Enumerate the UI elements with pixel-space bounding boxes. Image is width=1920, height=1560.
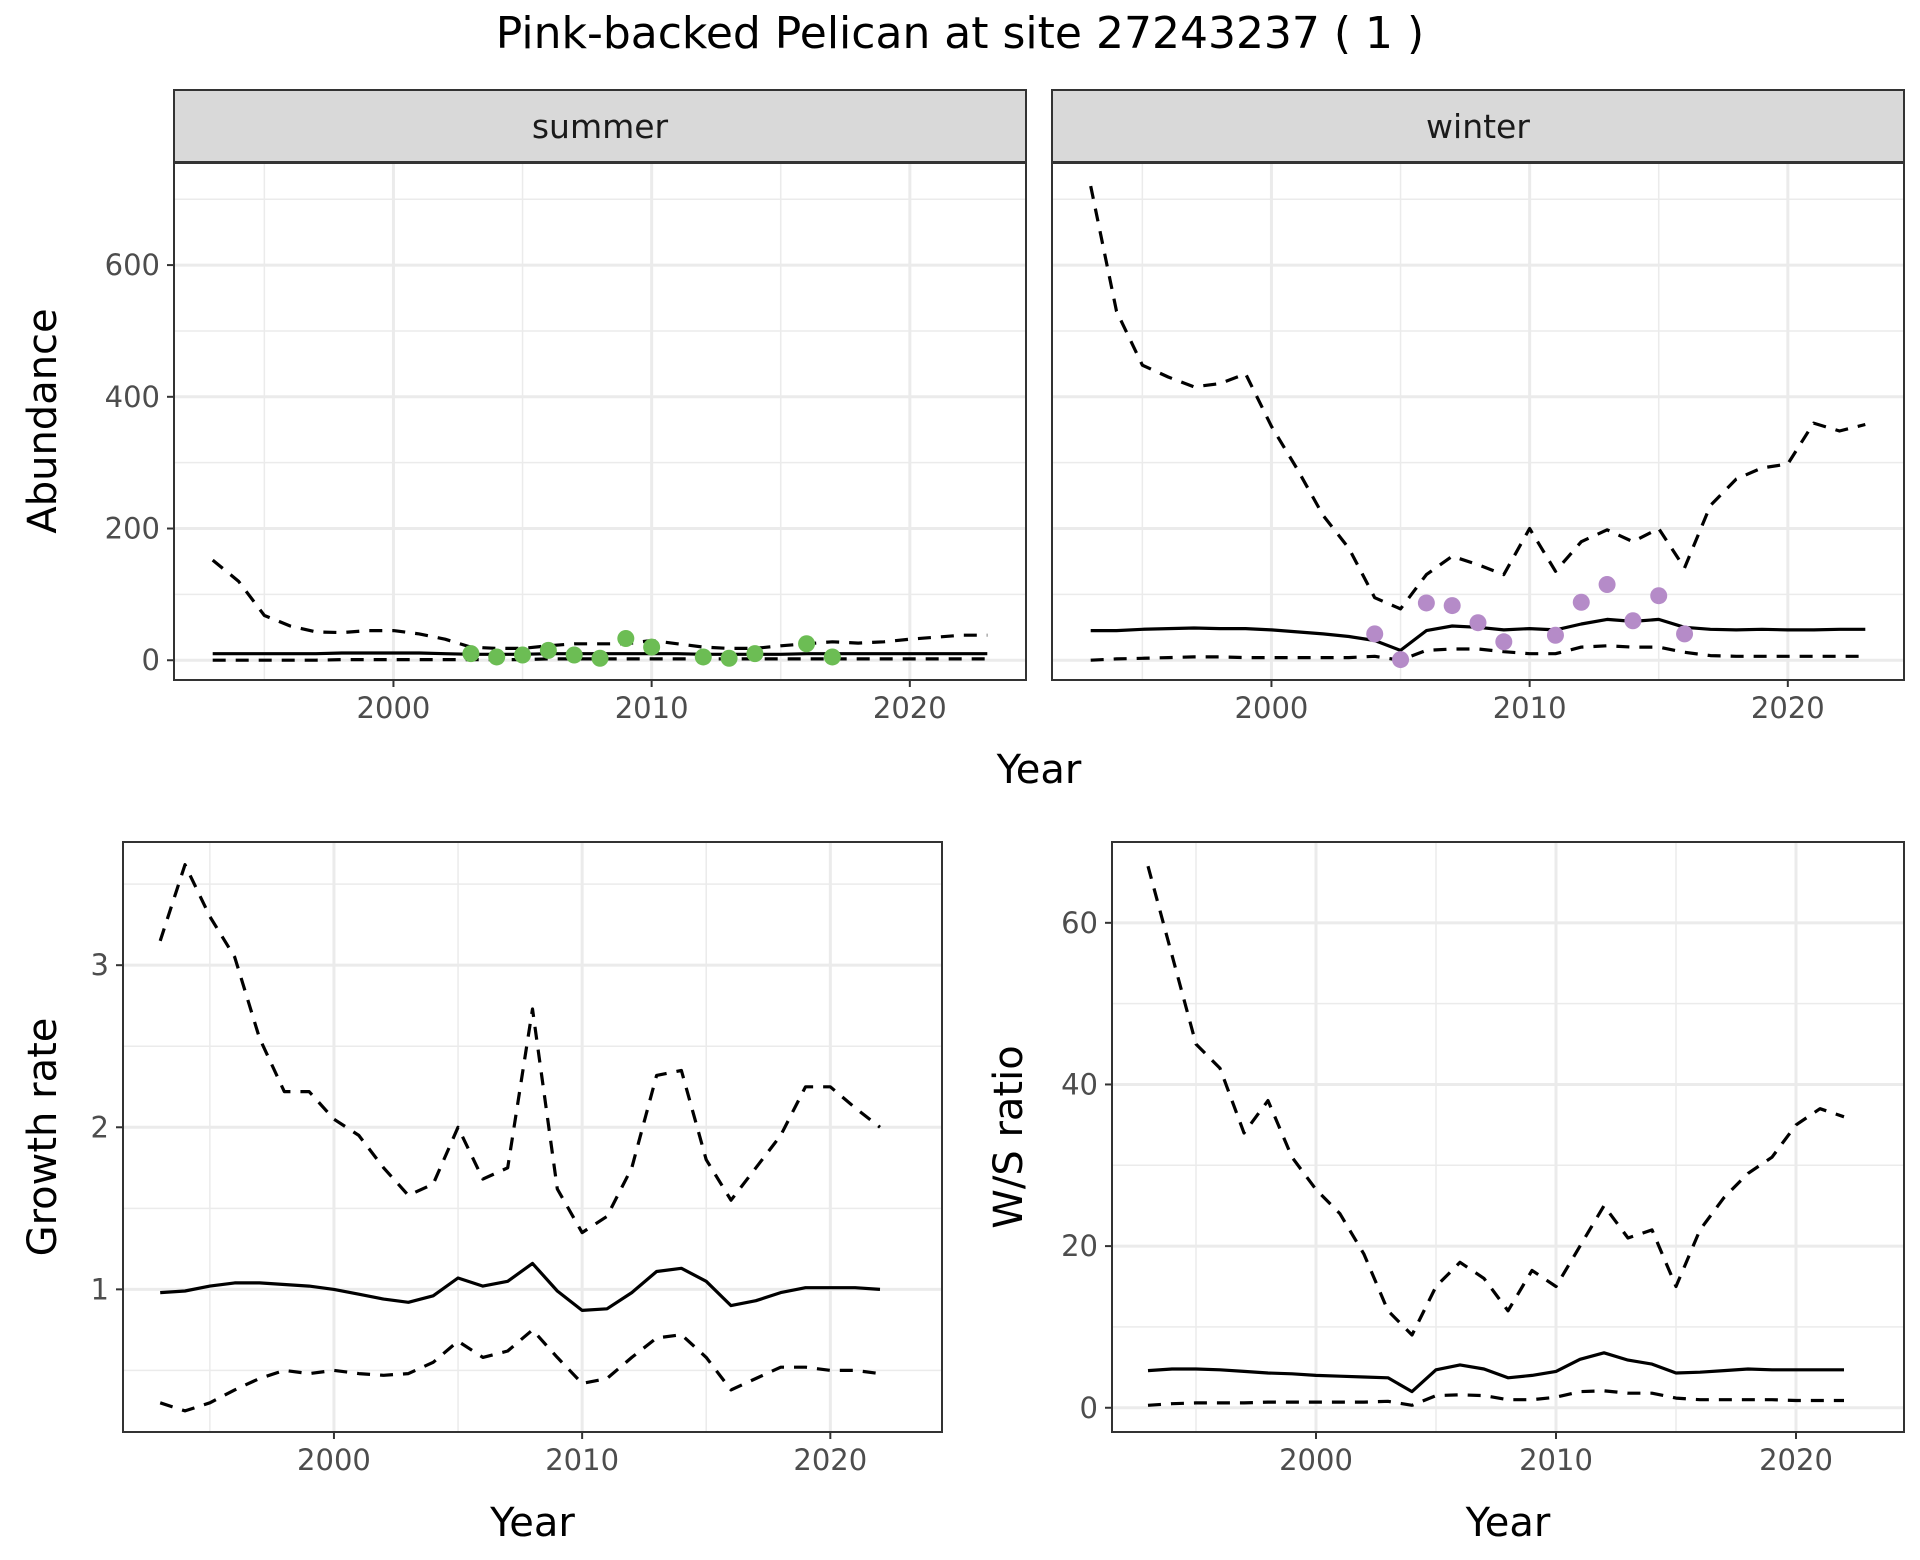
abundance-winter-panel-border [1051, 162, 1905, 681]
ws-ratio-x-axis-title: Year [1465, 1500, 1551, 1546]
abundance-winter-x-tick-label: 2010 [1493, 691, 1567, 725]
abundance-summer-y-tick-label: 200 [105, 512, 160, 546]
abundance-winter-data-point [1495, 633, 1513, 651]
growth-rate-y-tick-label: 3 [91, 948, 109, 982]
abundance-winter-panel-bg [1052, 163, 1904, 680]
ws-ratio-upper-ci-line [1146, 865, 1845, 1337]
growth-rate-mean-line [160, 1261, 881, 1313]
abundance-summer-data-point [617, 630, 635, 648]
ws-ratio-mean-line [1147, 1351, 1844, 1394]
growth-rate-panel-border [122, 841, 943, 1433]
abundance-summer-y-tick-label: 600 [105, 248, 160, 282]
abundance-y-axis-title: Abundance [20, 308, 66, 533]
abundance-winter-data-point [1392, 651, 1410, 669]
abundance-winter-data-point [1650, 587, 1668, 605]
abundance-summer-y-tick-label: 400 [105, 380, 160, 414]
ws-ratio-y-tick-label: 60 [1061, 906, 1098, 940]
facet-strip-winter [1051, 89, 1905, 163]
abundance-summer-data-point [539, 641, 557, 659]
growth-rate-x-tick-label: 2000 [297, 1443, 371, 1477]
ws-ratio-y-tick-label: 0 [1080, 1391, 1098, 1425]
abundance-summer-x-tick-label: 2010 [615, 691, 689, 725]
abundance-summer-upper-ci-line [211, 558, 988, 651]
ws-ratio-y-tick-label: 40 [1061, 1067, 1098, 1101]
abundance-summer-data-point [514, 646, 532, 664]
ws-ratio-x-tick-label: 2020 [1759, 1443, 1833, 1477]
growth-rate-x-tick-label: 2020 [793, 1443, 867, 1477]
abundance-winter-x-tick-label: 2000 [1235, 691, 1309, 725]
growth-rate-y-tick-label: 1 [91, 1272, 109, 1306]
abundance-winter-upper-ci-line [1089, 185, 1866, 611]
ws-ratio-y-tick-label: 20 [1061, 1229, 1098, 1263]
abundance-summer-data-point [591, 649, 609, 667]
abundance-summer-x-tick-label: 2000 [357, 691, 431, 725]
abundance-winter-data-point [1546, 626, 1564, 644]
facet-winter: winter 2000 2010 2020 [1051, 89, 1905, 725]
abundance-summer-data-point [488, 648, 506, 666]
abundance-chart: summer 2000 2010 2020 0 200 400 600 winter 2000 20… [20, 89, 1905, 793]
figure-title: Pink-backed Pelican at site 27243237 ( 1… [496, 8, 1424, 59]
ws-ratio-panel-border [1111, 841, 1905, 1433]
ws-ratio-y-axis-title: W/S ratio [986, 1045, 1032, 1228]
abundance-winter-data-point [1469, 614, 1487, 632]
abundance-x-axis-title: Year [996, 747, 1082, 793]
abundance-summer-y-tick-label: 0 [142, 643, 160, 677]
ws-ratio-x-tick-label: 2010 [1519, 1443, 1593, 1477]
abundance-winter-data-point [1443, 597, 1461, 615]
growth-rate-x-tick-label: 2010 [545, 1443, 619, 1477]
abundance-summer-data-point [694, 648, 712, 666]
growth-rate-y-tick-label: 2 [91, 1110, 109, 1144]
abundance-winter-data-point [1598, 576, 1616, 594]
abundance-summer-panel-bg [174, 163, 1026, 680]
abundance-winter-data-point [1572, 593, 1590, 611]
ws-ratio-panel-bg [1112, 842, 1904, 1432]
abundance-summer-lower-ci-line [212, 657, 988, 662]
facet-strip-summer [173, 89, 1027, 163]
abundance-winter-data-point [1676, 625, 1694, 643]
ws-ratio-x-tick-label: 2000 [1279, 1443, 1353, 1477]
growth-rate-x-axis-title: Year [489, 1500, 575, 1546]
abundance-summer-panel-border [173, 162, 1027, 681]
abundance-summer-data-point [823, 648, 841, 666]
growth-rate-y-axis-title: Growth rate [20, 1018, 66, 1257]
abundance-winter-data-point [1366, 625, 1384, 643]
abundance-summer-data-point [746, 645, 764, 663]
facet-strip-label: summer [532, 107, 669, 146]
ws-ratio-lower-ci-line [1147, 1389, 1844, 1407]
ws-ratio-chart: 2000 2010 2020 0 20 40 60 Year W/S ratio [986, 841, 1905, 1546]
abundance-winter-data-point [1417, 594, 1435, 612]
growth-rate-panel-bg [123, 842, 942, 1432]
abundance-winter-data-point [1624, 612, 1642, 630]
growth-rate-lower-ci-line [159, 1328, 881, 1413]
growth-rate-chart: 2000 2010 2020 1 2 3 Year Growth rate [20, 841, 943, 1546]
abundance-summer-data-point [462, 645, 480, 663]
growth-rate-upper-ci-line [158, 863, 881, 1235]
abundance-summer-data-point [720, 649, 738, 667]
abundance-summer-data-point [565, 646, 583, 664]
abundance-summer-x-tick-label: 2020 [873, 691, 947, 725]
facet-strip-label: winter [1426, 107, 1530, 146]
abundance-summer-data-point [798, 635, 816, 653]
abundance-winter-x-tick-label: 2020 [1751, 691, 1825, 725]
facet-summer: summer 2000 2010 2020 0 200 400 600 [105, 89, 1027, 725]
abundance-winter-lower-ci-line [1090, 644, 1866, 662]
abundance-summer-data-point [643, 638, 661, 656]
